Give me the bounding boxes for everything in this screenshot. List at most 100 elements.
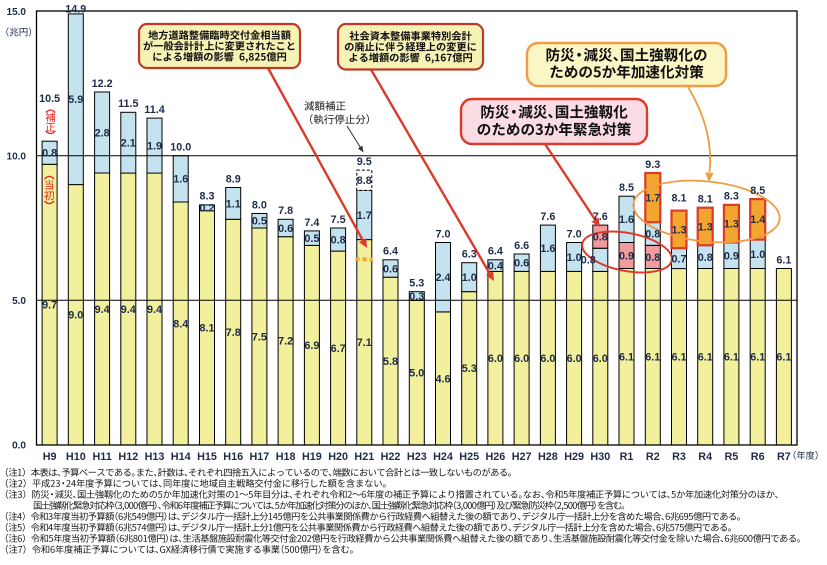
- svg-text:H22: H22: [381, 451, 401, 463]
- svg-text:9.7: 9.7: [42, 300, 57, 312]
- svg-text:H29: H29: [564, 451, 584, 463]
- svg-text:R5: R5: [724, 451, 738, 463]
- svg-text:1.3: 1.3: [671, 224, 686, 236]
- svg-text:0.8: 0.8: [698, 252, 713, 264]
- svg-text:8.0: 8.0: [252, 199, 267, 211]
- svg-text:R2: R2: [646, 451, 660, 463]
- svg-text:2.8: 2.8: [95, 127, 110, 139]
- svg-text:6.0: 6.0: [488, 353, 503, 365]
- svg-text:0.5: 0.5: [252, 216, 267, 228]
- svg-text:H18: H18: [276, 451, 296, 463]
- svg-text:6.1: 6.1: [671, 352, 686, 364]
- svg-text:7.0: 7.0: [435, 228, 450, 240]
- svg-text:1.6: 1.6: [540, 243, 555, 255]
- svg-text:8.1: 8.1: [199, 323, 214, 335]
- svg-text:8.4: 8.4: [173, 318, 188, 330]
- svg-text:7.1: 7.1: [357, 337, 372, 349]
- svg-text:H27: H27: [512, 451, 532, 463]
- svg-text:7.5: 7.5: [252, 331, 267, 343]
- svg-text:1.7: 1.7: [645, 193, 660, 205]
- svg-text:0.8: 0.8: [645, 229, 660, 241]
- svg-text:H24: H24: [433, 451, 453, 463]
- svg-text:12.2: 12.2: [92, 78, 113, 90]
- svg-text:0.8: 0.8: [42, 148, 57, 160]
- svg-text:6.1: 6.1: [750, 352, 765, 364]
- svg-text:6.6: 6.6: [514, 240, 529, 252]
- svg-text:1.6: 1.6: [173, 174, 188, 186]
- svg-text:2.1: 2.1: [121, 138, 136, 150]
- svg-text:7.2: 7.2: [278, 336, 293, 348]
- svg-text:H21: H21: [354, 451, 374, 463]
- svg-text:9.4: 9.4: [121, 304, 136, 316]
- svg-text:5.9: 5.9: [68, 94, 83, 106]
- svg-text:1.9: 1.9: [147, 140, 162, 152]
- svg-text:14.9: 14.9: [65, 3, 86, 15]
- svg-text:H10: H10: [66, 451, 86, 463]
- svg-text:5.3: 5.3: [462, 363, 477, 375]
- svg-text:H17: H17: [249, 451, 269, 463]
- svg-text:2.4: 2.4: [435, 272, 450, 284]
- svg-text:5.3: 5.3: [409, 278, 424, 290]
- svg-text:0.7: 0.7: [671, 253, 686, 265]
- svg-text:H20: H20: [328, 451, 348, 463]
- svg-text:0.5: 0.5: [304, 233, 319, 245]
- svg-text:6.4: 6.4: [488, 246, 503, 258]
- svg-text:0.2: 0.2: [199, 203, 214, 215]
- svg-text:0.6: 0.6: [278, 223, 293, 235]
- svg-text:5.0: 5.0: [12, 296, 26, 307]
- svg-text:6.0: 6.0: [593, 353, 608, 365]
- svg-text:R7: R7: [777, 451, 791, 463]
- svg-text:7.0: 7.0: [567, 228, 582, 240]
- svg-text:1.0: 1.0: [750, 249, 765, 261]
- svg-text:6.1: 6.1: [776, 352, 791, 364]
- svg-text:8.1: 8.1: [698, 194, 713, 206]
- svg-text:R4: R4: [698, 451, 712, 463]
- svg-text:H13: H13: [145, 451, 165, 463]
- svg-text:6.7: 6.7: [331, 343, 346, 355]
- svg-text:8.3: 8.3: [199, 191, 214, 203]
- svg-text:10.5: 10.5: [39, 93, 60, 105]
- svg-text:6.0: 6.0: [514, 353, 529, 365]
- svg-text:11.5: 11.5: [118, 98, 138, 110]
- svg-text:1.6: 1.6: [619, 214, 634, 226]
- svg-text:6.1: 6.1: [645, 352, 660, 364]
- svg-text:6.0: 6.0: [540, 353, 555, 365]
- svg-text:9.0: 9.0: [68, 310, 83, 322]
- svg-text:H9: H9: [43, 451, 57, 463]
- svg-text:R1: R1: [620, 451, 634, 463]
- svg-text:8.5: 8.5: [619, 182, 634, 194]
- svg-text:0.0: 0.0: [12, 441, 26, 452]
- svg-text:15.0: 15.0: [7, 7, 27, 18]
- svg-text:6.4: 6.4: [383, 246, 398, 258]
- svg-text:6.9: 6.9: [304, 340, 319, 352]
- svg-text:4.6: 4.6: [435, 373, 450, 385]
- svg-text:6.1: 6.1: [619, 352, 634, 364]
- svg-text:0.9: 0.9: [724, 250, 739, 262]
- svg-text:H28: H28: [538, 451, 558, 463]
- svg-text:H14: H14: [171, 451, 191, 463]
- svg-text:6.3: 6.3: [462, 249, 477, 261]
- svg-text:0.8: 0.8: [581, 255, 596, 267]
- svg-text:6.0: 6.0: [567, 353, 582, 365]
- svg-text:6.1: 6.1: [776, 254, 791, 266]
- svg-text:H26: H26: [485, 451, 505, 463]
- svg-text:0.8: 0.8: [593, 232, 608, 244]
- svg-text:1.0: 1.0: [567, 252, 582, 264]
- svg-text:6.1: 6.1: [724, 352, 739, 364]
- svg-text:8.8: 8.8: [357, 175, 372, 187]
- svg-text:5.8: 5.8: [383, 356, 398, 368]
- svg-text:9.4: 9.4: [95, 304, 110, 316]
- svg-text:0.8: 0.8: [645, 252, 660, 264]
- svg-text:1.4: 1.4: [750, 214, 765, 226]
- svg-text:H11: H11: [92, 451, 111, 463]
- svg-text:0.6: 0.6: [514, 258, 529, 270]
- svg-text:6.1: 6.1: [698, 352, 713, 364]
- svg-text:0.9: 0.9: [619, 250, 634, 262]
- svg-text:H23: H23: [407, 451, 427, 463]
- svg-text:7.8: 7.8: [278, 205, 293, 217]
- svg-text:0.3: 0.3: [409, 291, 424, 303]
- svg-text:9.5: 9.5: [357, 156, 372, 168]
- svg-text:7.5: 7.5: [331, 214, 346, 226]
- svg-text:R3: R3: [672, 451, 686, 463]
- svg-text:H25: H25: [459, 451, 479, 463]
